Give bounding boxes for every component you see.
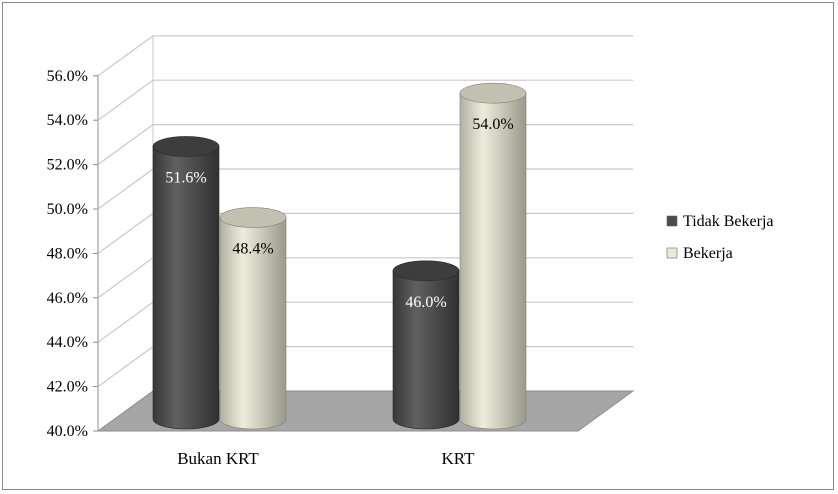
y-tick-label: 46.0%	[47, 290, 88, 307]
y-tick-label: 40.0%	[47, 423, 88, 440]
legend-swatch	[666, 215, 678, 227]
cylinder-body	[152, 146, 220, 430]
bars	[152, 82, 527, 430]
y-tick-label: 56.0%	[47, 68, 88, 85]
y-tick-label: 42.0%	[47, 379, 88, 396]
cylinder-body	[459, 92, 527, 430]
data-label: 46.0%	[405, 294, 446, 311]
cylinder-bar	[392, 260, 460, 430]
cylinder-bar	[219, 207, 287, 430]
data-label: 51.6%	[165, 169, 206, 186]
y-tick-label: 44.0%	[47, 334, 88, 351]
cylinder-bar-chart: 40.0% 42.0% 44.0% 46.0% 48.0% 50.0% 52.0% 54.0%…	[47, 35, 774, 468]
cylinder-bar	[459, 82, 527, 430]
y-axis-ticks: 40.0% 42.0% 44.0% 46.0% 48.0% 50.0% 52.0% 54.0%…	[47, 68, 578, 440]
y-tick-label: 48.0%	[47, 245, 88, 262]
legend: Tidak Bekerja Bekerja	[666, 213, 774, 262]
x-axis-category-labels: Bukan KRT KRT	[177, 449, 475, 468]
cylinder-body	[392, 270, 460, 430]
y-tick-label: 54.0%	[47, 112, 88, 129]
cylinder-body	[219, 217, 287, 430]
cylinder-top	[219, 207, 287, 228]
gridline	[97, 35, 633, 77]
data-label: 48.4%	[232, 241, 273, 258]
y-tick-label: 50.0%	[47, 201, 88, 218]
legend-swatch	[666, 247, 678, 259]
cylinder-top	[152, 136, 220, 157]
cylinder-top	[392, 260, 460, 282]
gridline	[97, 79, 633, 121]
data-label: 54.0%	[472, 116, 513, 133]
cylinder-top	[459, 82, 527, 104]
data-labels: 51.6% 48.4% 46.0% 54.0%	[165, 116, 513, 311]
legend-label: Bekerja	[683, 245, 733, 262]
y-tick-label: 52.0%	[47, 157, 88, 174]
legend-label: Tidak Bekerja	[683, 213, 774, 230]
category-label: KRT	[442, 449, 476, 468]
cylinder-bar	[152, 136, 220, 430]
category-label: Bukan KRT	[177, 449, 259, 468]
